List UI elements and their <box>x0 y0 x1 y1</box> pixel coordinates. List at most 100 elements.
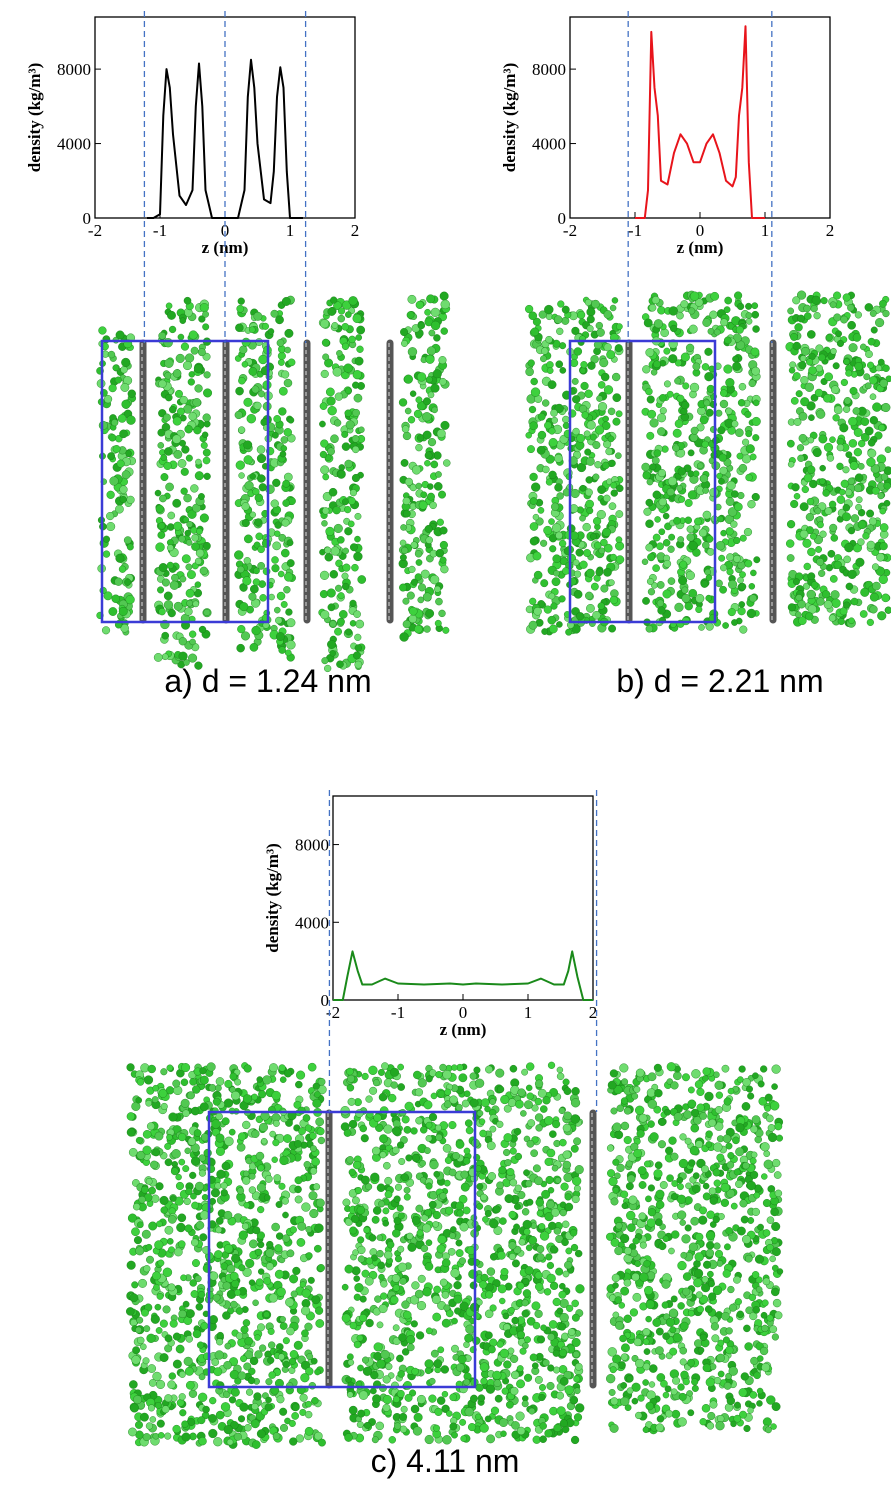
atom <box>306 1252 313 1259</box>
atom <box>176 1174 182 1180</box>
atom <box>279 647 286 654</box>
atom <box>380 1152 387 1159</box>
atom <box>556 328 563 335</box>
atom <box>488 1172 496 1180</box>
atom <box>664 381 671 388</box>
atom <box>249 1173 255 1179</box>
atom <box>408 295 416 303</box>
atom <box>213 1098 220 1105</box>
atom <box>452 1152 459 1159</box>
atom <box>790 333 798 341</box>
atom <box>398 1333 406 1341</box>
atom <box>415 550 422 557</box>
atom <box>559 596 566 603</box>
atom <box>316 1319 324 1327</box>
atom <box>350 600 357 607</box>
atom <box>646 348 654 356</box>
atom <box>414 1413 423 1422</box>
atom <box>355 1283 364 1292</box>
atom <box>431 308 440 317</box>
atom <box>657 306 665 314</box>
atom <box>272 1223 280 1231</box>
atom <box>127 1063 135 1071</box>
atom <box>113 365 119 371</box>
atom <box>231 1388 239 1396</box>
atom <box>323 474 329 480</box>
atom <box>354 1276 360 1282</box>
atom <box>739 464 747 472</box>
atom <box>663 513 669 519</box>
atom <box>556 1392 563 1399</box>
atom <box>331 547 340 556</box>
atom <box>194 1129 201 1136</box>
atom <box>434 586 440 592</box>
atom <box>365 1183 372 1190</box>
atom <box>168 1247 174 1253</box>
atom <box>658 469 666 477</box>
atom <box>102 626 110 634</box>
atom <box>195 1275 202 1282</box>
atom <box>154 1241 163 1250</box>
atom <box>211 1120 220 1129</box>
atom <box>462 1100 469 1107</box>
atom <box>688 308 695 315</box>
atom <box>615 542 624 551</box>
atom <box>479 1281 487 1289</box>
atom <box>392 1229 400 1237</box>
atom <box>254 402 262 410</box>
atom <box>615 344 623 352</box>
atom <box>339 610 347 618</box>
atom <box>468 1423 476 1431</box>
atom <box>126 416 135 425</box>
atom <box>161 473 169 481</box>
atom <box>272 479 280 487</box>
atom <box>136 1317 143 1324</box>
atom <box>268 328 274 334</box>
atom <box>377 1184 385 1192</box>
atom <box>435 620 442 627</box>
atom <box>495 1069 504 1078</box>
atom <box>148 1222 157 1231</box>
atom <box>295 1081 302 1088</box>
atom <box>438 1347 444 1353</box>
atom <box>222 1162 230 1170</box>
atom <box>119 430 127 438</box>
atom <box>216 1147 225 1156</box>
atom <box>398 1263 407 1272</box>
atom <box>541 1190 550 1199</box>
atom <box>320 466 329 475</box>
atom <box>369 1087 377 1095</box>
atom <box>739 583 746 590</box>
atom <box>137 1222 143 1228</box>
atom <box>585 592 593 600</box>
atom <box>237 1187 244 1194</box>
atom <box>121 366 128 373</box>
atom <box>269 1294 278 1303</box>
atom <box>264 1195 270 1201</box>
atom <box>753 400 759 406</box>
atom <box>820 531 827 538</box>
atom <box>660 360 666 366</box>
atom <box>199 1437 207 1445</box>
atom <box>520 1348 527 1355</box>
atom <box>234 551 243 560</box>
atom <box>435 471 441 477</box>
atom <box>143 1130 151 1138</box>
atom <box>401 1174 409 1182</box>
atom <box>427 483 433 489</box>
atom <box>176 354 185 363</box>
atom <box>275 522 282 529</box>
atom <box>594 461 601 468</box>
atom <box>748 500 756 508</box>
atom <box>441 1365 449 1373</box>
atom <box>512 1260 520 1268</box>
atom <box>273 1139 280 1146</box>
atom <box>380 1107 388 1115</box>
atom <box>798 617 806 625</box>
atom <box>215 1351 224 1360</box>
atom <box>322 354 329 361</box>
atom <box>428 392 434 398</box>
atom <box>577 434 585 442</box>
atom <box>579 515 585 521</box>
atom <box>878 424 885 431</box>
